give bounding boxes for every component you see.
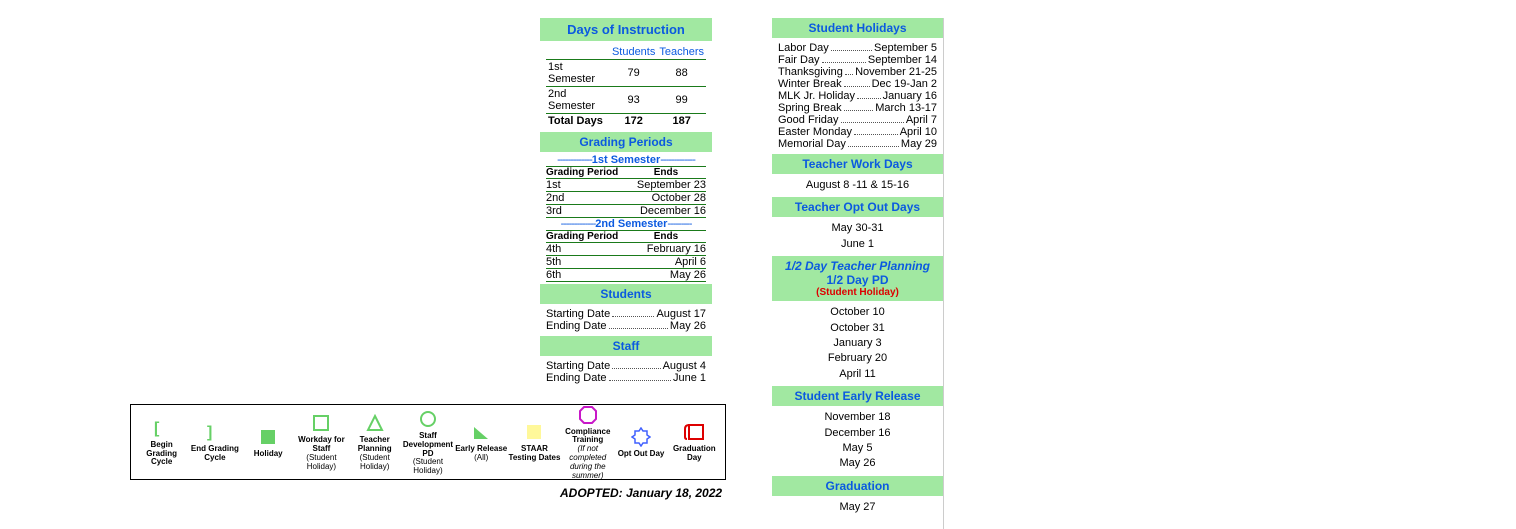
half-day-body: October 10October 31January 3February 20…: [772, 301, 943, 386]
holiday-icon: [259, 426, 277, 448]
holiday-row: MLK Jr. HolidayJanuary 16: [778, 90, 937, 102]
list-line: May 5: [772, 441, 943, 456]
graduation-body: May 27: [772, 496, 943, 519]
days-of-instruction-header: Days of Instruction: [540, 18, 712, 41]
holiday-row: Spring BreakMarch 13-17: [778, 102, 937, 114]
sem1-label: -------------1st Semester-------------: [546, 154, 706, 167]
list-line: February 20: [772, 351, 943, 366]
graduation-header: Graduation: [772, 476, 943, 496]
legend-item-compliance: Compliance Training(If not completed dur…: [561, 404, 614, 481]
opt-out-icon: [631, 426, 651, 448]
holiday-row: Memorial DayMay 29: [778, 138, 937, 150]
legend-item-opt-out: Opt Out Day: [614, 426, 667, 459]
legend-label: Compliance Training: [561, 428, 614, 446]
teacher-work-days-header: Teacher Work Days: [772, 154, 943, 174]
legend-label: Workday for Staff: [295, 436, 348, 454]
list-line: June 1: [772, 237, 943, 252]
adopted-text: ADOPTED: January 18, 2022: [560, 486, 722, 500]
legend-label: Graduation Day: [668, 445, 721, 463]
holiday-row: Fair DaySeptember 14: [778, 54, 937, 66]
staff-body: Starting DateAugust 4 Ending DateJune 1: [540, 356, 712, 388]
doi-table: Students Teachers 1st Semester 79 88 2nd…: [546, 45, 706, 128]
student-holidays-header: Student Holidays: [772, 18, 943, 38]
legend-label: Begin Grading Cycle: [135, 441, 188, 467]
legend-label: STAAR Testing Dates: [508, 445, 561, 463]
staff-dev-icon: [419, 408, 437, 430]
holiday-row: Good FridayApril 7: [778, 114, 937, 126]
list-line: April 11: [772, 367, 943, 382]
holiday-row: Winter BreakDec 19-Jan 2: [778, 78, 937, 90]
staff-header: Staff: [540, 336, 712, 356]
legend-item-early-release: Early Release(All): [455, 421, 508, 463]
legend-label: Staff Development PD: [401, 432, 454, 458]
staar-icon: [525, 421, 543, 443]
list-line: May 26: [772, 456, 943, 471]
graduation-day-icon: [683, 421, 705, 443]
early-release-icon: [472, 421, 490, 443]
list-line: January 3: [772, 336, 943, 351]
legend-item-begin-cycle: [ Begin Grading Cycle: [135, 417, 188, 467]
gp-row: 1stSeptember 23: [546, 179, 706, 192]
teacher-opt-out-header: Teacher Opt Out Days: [772, 197, 943, 217]
teacher-opt-out-body: May 30-31June 1: [772, 217, 943, 256]
legend-item-workday-staff: Workday for Staff(Student Holiday): [295, 412, 348, 471]
legend-label: End Grading Cycle: [188, 445, 241, 463]
begin-cycle-icon: [: [152, 417, 172, 439]
half-day-header: 1/2 Day Teacher Planning 1/2 Day PD (Stu…: [772, 256, 943, 301]
legend-item-staff-dev: Staff Development PD(Student Holiday): [401, 408, 454, 476]
gp-row: 6thMay 26: [546, 269, 706, 282]
list-line: May 30-31: [772, 221, 943, 236]
holiday-row: Labor DaySeptember 5: [778, 42, 937, 54]
legend-sublabel: (All): [474, 454, 488, 463]
workday-staff-icon: [312, 412, 330, 434]
end-cycle-icon: ]: [205, 421, 225, 443]
right-column: Student Holidays Labor DaySeptember 5Fai…: [772, 18, 944, 529]
grading-periods-body: -------------1st Semester------------- G…: [540, 152, 712, 284]
list-line: December 16: [772, 426, 943, 441]
days-of-instruction-body: Students Teachers 1st Semester 79 88 2nd…: [540, 41, 712, 132]
col-students: Students: [610, 45, 657, 60]
compliance-icon: [578, 404, 598, 426]
teacher-planning-icon: [366, 412, 384, 434]
students-body: Starting DateAugust 17 Ending DateMay 26: [540, 304, 712, 336]
holiday-row: ThanksgivingNovember 21-25: [778, 66, 937, 78]
list-line: October 31: [772, 321, 943, 336]
gp-row: 2ndOctober 28: [546, 192, 706, 205]
list-line: November 18: [772, 410, 943, 425]
student-holidays-body: Labor DaySeptember 5Fair DaySeptember 14…: [772, 38, 943, 154]
gp-row: 4thFebruary 16: [546, 243, 706, 256]
early-release-header: Student Early Release: [772, 386, 943, 406]
legend-sublabel: (Student Holiday): [295, 454, 348, 472]
left-column: Days of Instruction Students Teachers 1s…: [540, 18, 712, 388]
legend-label: Teacher Planning: [348, 436, 401, 454]
teacher-work-days-body: August 8 -11 & 15-16: [772, 174, 943, 197]
students-header: Students: [540, 284, 712, 304]
gp-row: 3rdDecember 16: [546, 205, 706, 218]
svg-text:[: [: [154, 420, 160, 437]
gp-row: 5thApril 6: [546, 256, 706, 269]
col-teachers: Teachers: [657, 45, 706, 60]
legend-sublabel: (If not completed during the summer): [561, 445, 614, 480]
legend-label: Opt Out Day: [618, 450, 665, 459]
legend-label: Holiday: [254, 450, 283, 459]
early-release-body: November 18December 16May 5May 26: [772, 406, 943, 476]
legend-item-staar: STAAR Testing Dates: [508, 421, 561, 463]
legend-box: [ Begin Grading Cycle] End Grading Cycle Ho…: [130, 404, 726, 480]
grading-periods-header: Grading Periods: [540, 132, 712, 152]
doi-row: 1st Semester 79 88: [546, 60, 706, 87]
doi-row: 2nd Semester 93 99: [546, 87, 706, 114]
legend-item-graduation-day: Graduation Day: [668, 421, 721, 463]
legend-sublabel: (Student Holiday): [401, 458, 454, 476]
sem2-label: -------------2nd Semester---------: [546, 218, 706, 231]
list-line: October 10: [772, 305, 943, 320]
legend-item-end-cycle: ] End Grading Cycle: [188, 421, 241, 463]
holiday-row: Easter MondayApril 10: [778, 126, 937, 138]
legend-sublabel: (Student Holiday): [348, 454, 401, 472]
legend-item-holiday: Holiday: [242, 426, 295, 459]
doi-total: Total Days 172 187: [546, 114, 706, 129]
legend-item-teacher-planning: Teacher Planning(Student Holiday): [348, 412, 401, 471]
svg-text:]: ]: [207, 424, 212, 441]
